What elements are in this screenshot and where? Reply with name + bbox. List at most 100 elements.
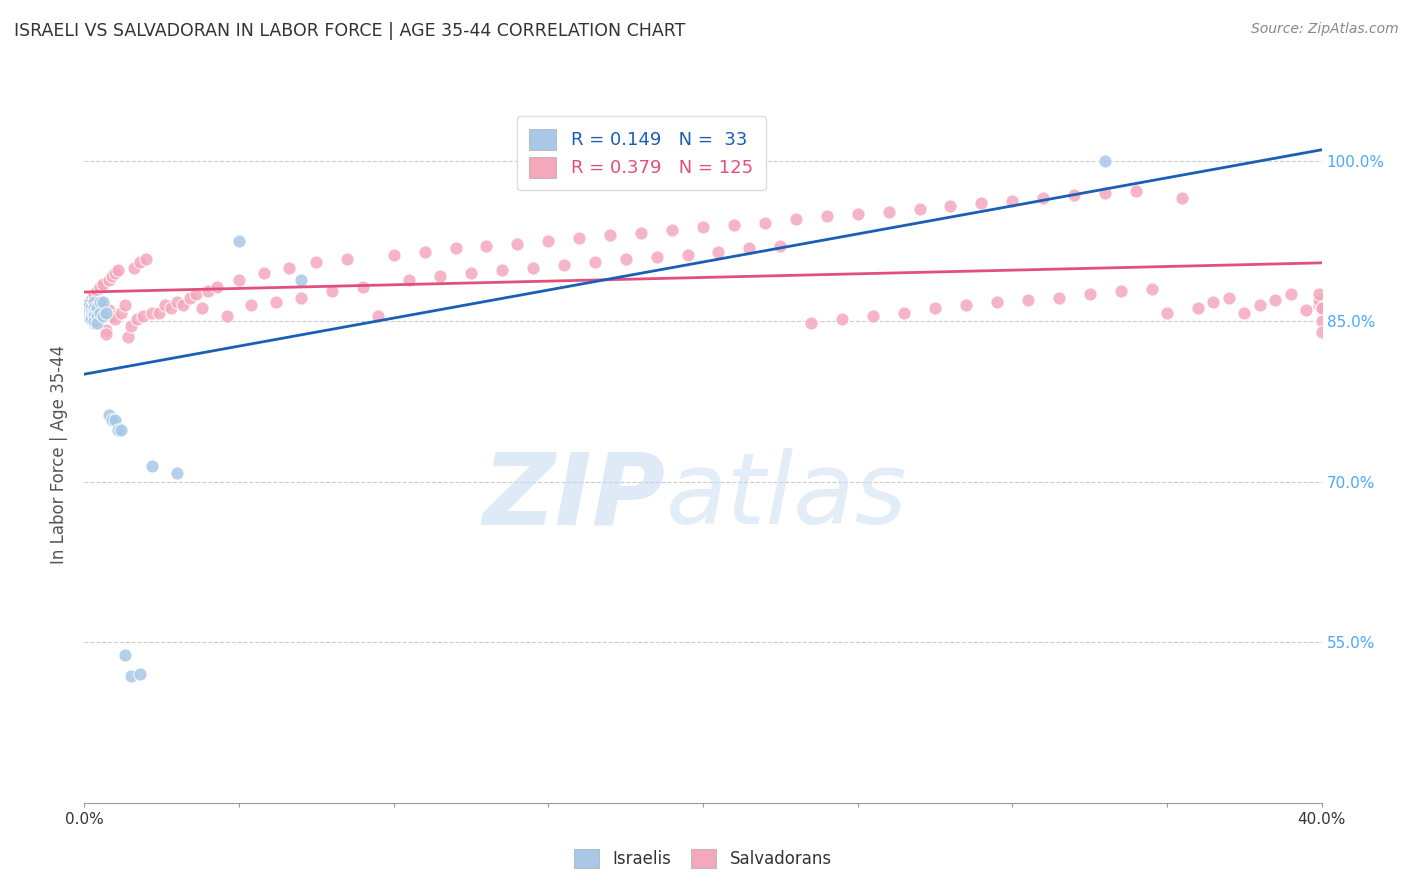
Point — [79, 301, 101, 316]
Point — [91, 309, 114, 323]
Point — [460, 266, 482, 280]
Point — [191, 301, 214, 316]
Point — [94, 305, 117, 319]
Text: Source: ZipAtlas.com: Source: ZipAtlas.com — [1251, 22, 1399, 37]
Point — [336, 252, 359, 266]
Point — [172, 298, 194, 312]
Point — [553, 259, 575, 273]
Point — [83, 301, 105, 316]
Point — [382, 248, 405, 262]
Point — [877, 205, 900, 219]
Point — [89, 280, 111, 294]
Point — [129, 667, 152, 681]
Point — [83, 298, 105, 312]
Point — [179, 291, 201, 305]
Point — [1187, 301, 1209, 316]
Point — [1156, 305, 1178, 319]
Point — [120, 319, 142, 334]
Point — [107, 262, 129, 277]
Point — [101, 412, 124, 426]
Point — [1249, 298, 1271, 312]
Point — [141, 458, 163, 473]
Point — [76, 301, 98, 316]
Point — [91, 301, 114, 316]
Point — [122, 260, 145, 275]
Point — [83, 305, 105, 319]
Point — [104, 412, 127, 426]
Point — [1171, 191, 1194, 205]
Point — [444, 241, 467, 255]
Point — [114, 648, 136, 662]
Text: ZIP: ZIP — [482, 448, 666, 545]
Point — [86, 316, 108, 330]
Point — [94, 326, 117, 341]
Point — [101, 309, 124, 323]
Point — [79, 305, 101, 319]
Point — [98, 303, 121, 318]
Point — [475, 239, 498, 253]
Point — [1308, 287, 1330, 301]
Point — [264, 294, 287, 309]
Point — [893, 305, 915, 319]
Point — [141, 305, 163, 319]
Point — [207, 280, 229, 294]
Point — [305, 255, 328, 269]
Point — [83, 309, 105, 323]
Point — [76, 298, 98, 312]
Point — [754, 216, 776, 230]
Point — [184, 287, 207, 301]
Point — [79, 301, 101, 316]
Point — [924, 301, 946, 316]
Point — [117, 330, 139, 344]
Point — [86, 284, 108, 298]
Point — [367, 309, 389, 323]
Point — [661, 223, 683, 237]
Point — [1032, 191, 1054, 205]
Point — [986, 294, 1008, 309]
Point — [815, 209, 838, 223]
Point — [114, 298, 136, 312]
Point — [1279, 287, 1302, 301]
Point — [228, 273, 250, 287]
Point — [1140, 282, 1163, 296]
Point — [1310, 325, 1333, 339]
Point — [83, 316, 105, 330]
Point — [86, 301, 108, 316]
Point — [1202, 294, 1225, 309]
Point — [846, 207, 869, 221]
Point — [104, 266, 127, 280]
Point — [83, 294, 105, 309]
Point — [522, 260, 544, 275]
Point — [723, 218, 745, 232]
Point — [1310, 301, 1333, 316]
Point — [76, 309, 98, 323]
Point — [79, 309, 101, 323]
Point — [101, 269, 124, 284]
Point — [352, 280, 374, 294]
Point — [76, 303, 98, 318]
Point — [599, 228, 621, 243]
Point — [240, 298, 263, 312]
Point — [692, 219, 714, 234]
Point — [862, 309, 884, 323]
Point — [83, 287, 105, 301]
Point — [153, 298, 176, 312]
Point — [1310, 314, 1333, 328]
Point — [83, 309, 105, 323]
Point — [79, 312, 101, 326]
Point — [253, 266, 276, 280]
Legend: Israelis, Salvadorans: Israelis, Salvadorans — [568, 842, 838, 874]
Point — [98, 273, 121, 287]
Point — [148, 305, 170, 319]
Point — [89, 294, 111, 309]
Point — [398, 273, 420, 287]
Point — [107, 423, 129, 437]
Point — [290, 291, 312, 305]
Point — [614, 252, 637, 266]
Point — [1264, 293, 1286, 307]
Point — [1233, 305, 1256, 319]
Point — [91, 294, 114, 309]
Point — [160, 301, 183, 316]
Point — [290, 273, 312, 287]
Point — [91, 277, 114, 291]
